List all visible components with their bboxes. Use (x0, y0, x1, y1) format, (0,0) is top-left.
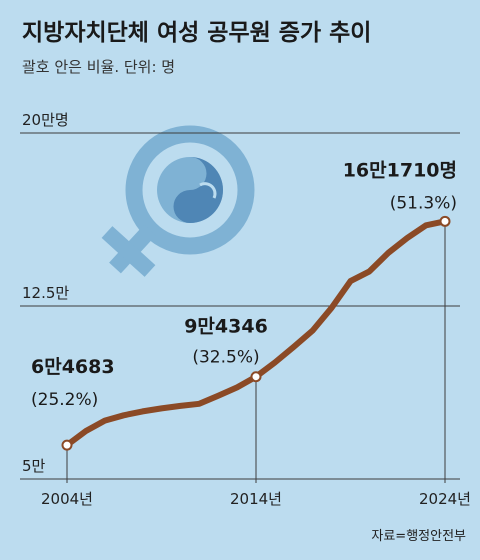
data-label-value: 9만4346 (184, 316, 268, 338)
data-labels: 6만4683 (25.2%) 9만4346 (32.5%) 16만1710명 (51.3%… (31, 159, 457, 410)
drop-lines (66, 221, 446, 483)
data-point (439, 215, 451, 227)
chart-title: 지방자치단체 여성 공무원 증가 추이 (22, 20, 371, 46)
y-tick-label: 12.5만 (22, 284, 69, 302)
x-tick-label: 2024년 (419, 490, 471, 508)
data-points (61, 215, 451, 451)
grid-layer: 20만명 12.5만 5만 (20, 111, 460, 480)
data-label-value: 6만4683 (31, 356, 115, 378)
chart-subtitle: 괄호 안은 비율. 단위: 명 (22, 58, 175, 76)
x-axis-ticks: 2004년 2014년 2024년 (41, 490, 471, 508)
y-tick-label: 5만 (22, 457, 46, 475)
x-tick-label: 2004년 (41, 490, 93, 508)
data-label-percent: (32.5%) (192, 348, 259, 368)
data-point (250, 371, 262, 383)
data-point (61, 439, 73, 451)
y-tick-label: 20만명 (22, 111, 69, 129)
data-label-percent: (25.2%) (31, 390, 98, 410)
data-label-value: 16만1710명 (343, 159, 457, 181)
female-symbol-icon (101, 125, 255, 277)
data-label-percent: (51.3%) (390, 193, 457, 213)
x-tick-label: 2014년 (230, 490, 282, 508)
source-note: 자료=행정안전부 (371, 528, 466, 544)
